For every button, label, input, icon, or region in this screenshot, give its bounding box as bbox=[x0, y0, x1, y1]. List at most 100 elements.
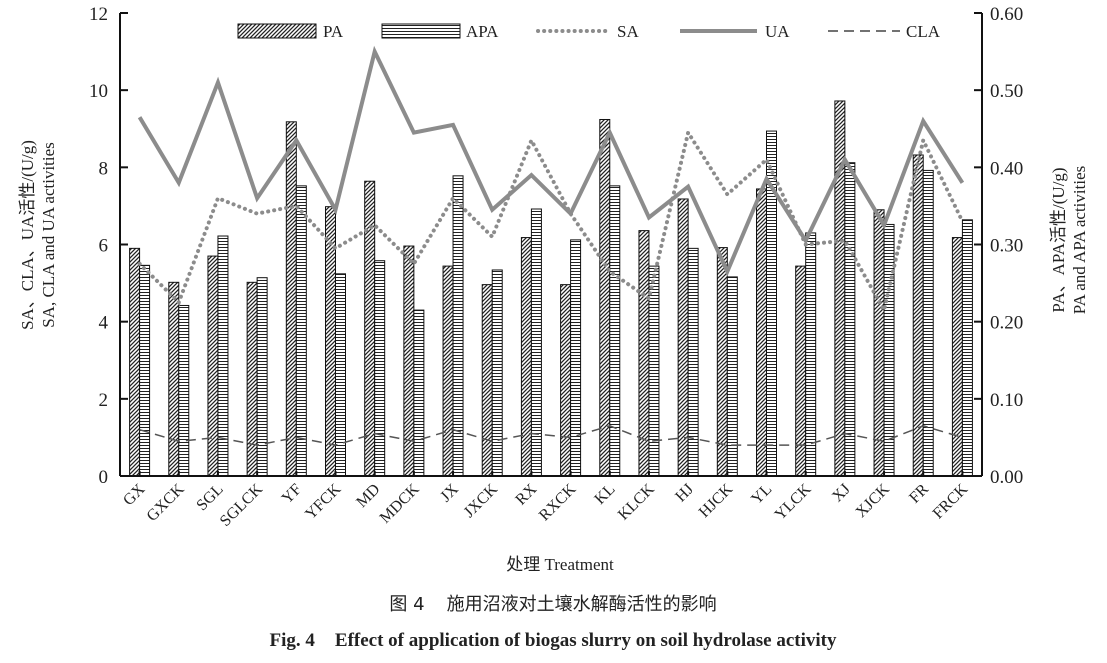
bar-apa-ylck bbox=[805, 232, 817, 477]
legend-label-ua: UA bbox=[765, 22, 790, 41]
line-ua bbox=[137, 45, 965, 277]
bar-apa-kl bbox=[609, 185, 621, 477]
bar-pa-sgl bbox=[207, 255, 219, 477]
bar-apa-hj bbox=[687, 247, 699, 477]
legend: PA APA SA UA CLA bbox=[237, 22, 941, 41]
x-tick-label-fr: FR bbox=[906, 481, 932, 507]
right-tick-label: 0.50 bbox=[990, 81, 1023, 102]
x-tick-label-yf: YF bbox=[279, 481, 306, 508]
bar-apa-yf bbox=[295, 185, 307, 477]
bar-apa-sgl bbox=[217, 235, 229, 477]
bar-pa-jx bbox=[442, 265, 454, 477]
x-tick-label-frck: FRCK bbox=[930, 480, 972, 522]
bar-pa-rxck bbox=[560, 284, 572, 477]
bar-apa-sglck bbox=[256, 277, 268, 477]
right-axis-title: PA、APA活性/(U/g) PA and APA activities bbox=[1049, 166, 1089, 314]
bar-pa-xj bbox=[834, 100, 846, 477]
bar-pa-yl bbox=[756, 188, 767, 477]
x-axis-label: 处理 Treatment bbox=[506, 555, 614, 574]
x-tick-label-kl: KL bbox=[591, 481, 618, 508]
bar-apa-mdck bbox=[413, 309, 425, 477]
bar-pa-hj bbox=[677, 198, 689, 477]
right-tick-label: 0.30 bbox=[990, 236, 1023, 257]
x-tick-label-gx: GX bbox=[120, 480, 149, 509]
bar-pa-fr bbox=[912, 154, 924, 477]
caption-cn: 图 4 施用沼液对土壤水解酶活性的影响 bbox=[389, 594, 716, 615]
right-axis-ticks: 0.00 0.10 0.20 0.30 0.40 0.50 0.60 bbox=[974, 4, 1023, 488]
bar-pa-frck bbox=[951, 237, 963, 477]
bar-apa-rxck bbox=[570, 239, 582, 477]
x-tick-label-jx: JX bbox=[437, 480, 462, 505]
x-tick-label-hj: HJ bbox=[672, 481, 697, 506]
x-tick-label-gxck: GXCK bbox=[144, 480, 188, 524]
bar-pa-hjck bbox=[716, 247, 728, 477]
bar-pa-yf bbox=[285, 121, 297, 477]
x-tick-label-rx: RX bbox=[512, 480, 540, 508]
bar-pa-xjck bbox=[873, 209, 885, 477]
x-tick-label-md: MD bbox=[353, 481, 383, 511]
left-tick-label: 6 bbox=[99, 236, 109, 257]
right-tick-label: 0.00 bbox=[990, 467, 1023, 488]
bar-pa-sglck bbox=[246, 281, 258, 477]
bar-pa-gxck bbox=[168, 281, 180, 477]
x-tick-label-xjck: XJCK bbox=[853, 480, 894, 521]
bar-pa-md bbox=[364, 180, 376, 477]
left-tick-label: 0 bbox=[99, 467, 109, 488]
right-tick-label: 0.40 bbox=[990, 158, 1023, 179]
x-tick-label-sgl: SGL bbox=[193, 481, 226, 514]
bar-pa-kl bbox=[599, 118, 611, 477]
left-tick-label: 12 bbox=[89, 4, 108, 25]
x-tick-label-rxck: RXCK bbox=[536, 480, 580, 524]
bar-pa-rx bbox=[520, 237, 532, 477]
bar-apa-md bbox=[374, 260, 386, 477]
bar-apa-gx bbox=[139, 264, 151, 477]
x-tick-label-xj: XJ bbox=[829, 481, 854, 506]
x-tick-label-sglck: SGLCK bbox=[217, 480, 266, 529]
bar-apa-jxck bbox=[491, 269, 503, 477]
legend-label-cla: CLA bbox=[906, 22, 941, 41]
right-axis-label-cn: PA、APA活性/(U/g) bbox=[1049, 167, 1068, 312]
bar-apa-frck bbox=[961, 219, 973, 477]
left-tick-label: 4 bbox=[99, 313, 109, 334]
x-tick-label-yl: YL bbox=[748, 481, 775, 508]
caption-en: Fig. 4 Effect of application of biogas sl… bbox=[270, 630, 837, 651]
bar-apa-klck bbox=[648, 265, 660, 477]
left-axis-ticks: 0 2 4 6 8 10 12 bbox=[89, 4, 128, 488]
caption-cn-number: 图 4 bbox=[389, 594, 424, 615]
line-sa bbox=[137, 127, 965, 316]
legend-label-sa: SA bbox=[617, 22, 639, 41]
right-tick-label: 0.10 bbox=[990, 390, 1023, 411]
caption-en-number: Fig. 4 bbox=[270, 630, 316, 651]
left-tick-label: 10 bbox=[89, 81, 108, 102]
left-axis-label-cn: SA、CLA、UA活性/(U/g) bbox=[18, 140, 37, 330]
legend-label-pa: PA bbox=[323, 22, 344, 41]
x-tick-label-yfck: YFCK bbox=[302, 480, 345, 523]
line-cla bbox=[139, 425, 963, 446]
left-axis-title: SA、CLA、UA活性/(U/g) SA, CLA and UA activit… bbox=[18, 140, 58, 330]
bar-apa-yfck bbox=[335, 273, 346, 477]
bars-layer bbox=[129, 100, 973, 477]
bar-pa-gx bbox=[129, 247, 141, 477]
bar-pa-jxck bbox=[481, 284, 493, 477]
bar-apa-rx bbox=[530, 208, 542, 477]
bar-apa-fr bbox=[922, 169, 934, 477]
figure-caption: 图 4 施用沼液对土壤水解酶活性的影响 Fig. 4 Effect of appli… bbox=[270, 594, 837, 651]
bar-apa-hjck bbox=[726, 276, 738, 477]
x-tick-label-klck: KLCK bbox=[615, 480, 658, 523]
left-tick-label: 2 bbox=[99, 390, 109, 411]
right-tick-label: 0.20 bbox=[990, 313, 1023, 334]
lines-layer bbox=[137, 45, 965, 446]
left-tick-label: 8 bbox=[99, 158, 109, 179]
bar-apa-gxck bbox=[178, 304, 190, 477]
legend-swatch-apa bbox=[381, 23, 461, 39]
caption-en-text: Effect of application of biogas slurry o… bbox=[335, 630, 837, 651]
legend-swatch-pa bbox=[237, 23, 317, 39]
right-tick-label: 0.60 bbox=[990, 4, 1023, 25]
left-axis-label-en: SA, CLA and UA activities bbox=[39, 142, 58, 328]
x-tick-label-ylck: YLCK bbox=[772, 480, 815, 523]
bar-apa-xj bbox=[844, 162, 856, 477]
x-tick-label-jxck: JXCK bbox=[461, 480, 502, 521]
legend-label-apa: APA bbox=[466, 22, 499, 41]
